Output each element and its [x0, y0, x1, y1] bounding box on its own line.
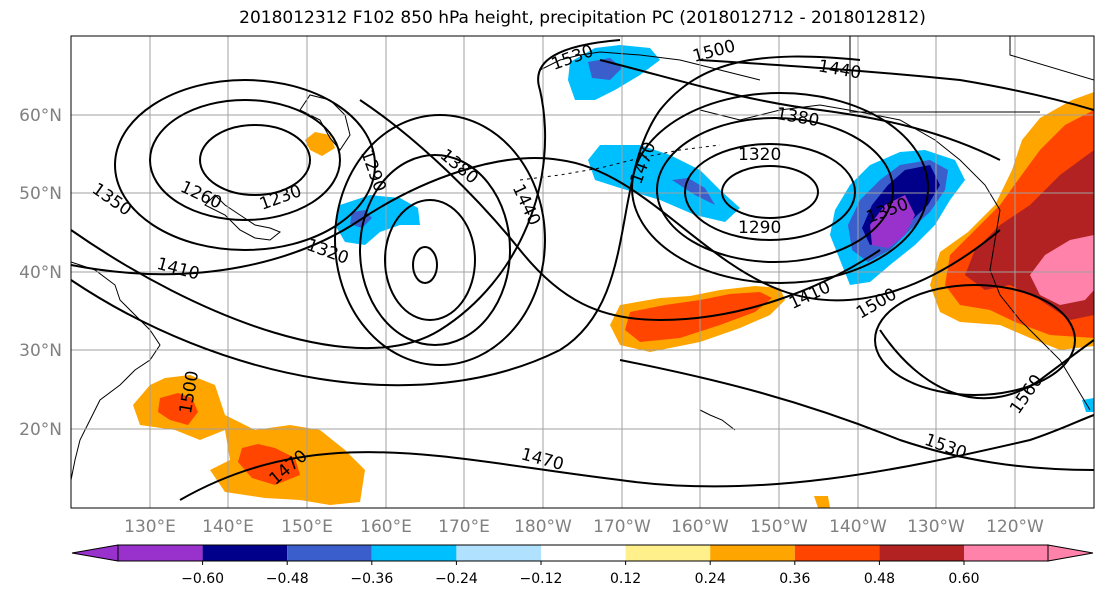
- bering-coast: [539, 51, 761, 81]
- colorbar-tick-label: 0.36: [779, 571, 810, 587]
- contour-high-west-us: [874, 284, 1076, 396]
- contour-trough-2: [384, 199, 476, 321]
- colorbar-tick-label: −0.12: [520, 571, 563, 587]
- colorbar-segment: [541, 545, 626, 561]
- contour-label: 1320: [738, 145, 781, 165]
- colorbar-segment: [964, 545, 1048, 561]
- lon-label: 150°E: [281, 517, 333, 537]
- region-boxes: [849, 36, 1094, 113]
- colorbar-tick-label: 0.48: [864, 571, 895, 587]
- lon-label: 130°W: [907, 517, 965, 537]
- contour-1530: [71, 39, 621, 350]
- colorbar-segment: [118, 545, 203, 561]
- aleutian-chain: [519, 144, 721, 181]
- contour-1440-north: [699, 59, 1094, 111]
- lat-label: 60°N: [19, 106, 62, 126]
- map-panel: 1530 1500 1440 1380 1320 1470 1290 1350 …: [71, 36, 1094, 508]
- lon-label: 140°W: [829, 517, 887, 537]
- contour-label: 1290: [738, 218, 781, 238]
- graticule: [71, 36, 1094, 508]
- colorbar-extend-high: [1047, 544, 1094, 562]
- contour-1470: [179, 414, 1094, 501]
- lon-label: 170°W: [593, 517, 651, 537]
- japan-coastline: [204, 194, 281, 241]
- contour-trough-3: [359, 154, 511, 346]
- colorbar-segment: [371, 545, 457, 561]
- contour-low-gulf-alaska-inner: [721, 165, 819, 219]
- precip-positive-east-small: [814, 496, 830, 508]
- colorbar-tick-label: 0.24: [695, 571, 726, 587]
- contour-trough-inner: [412, 246, 438, 284]
- lon-label: 140°E: [202, 517, 254, 537]
- lat-label: 40°N: [19, 263, 62, 283]
- lon-label: 180°W: [514, 517, 572, 537]
- contour-trough-4: [334, 114, 546, 366]
- colorbar-segment: [456, 545, 541, 561]
- contour-1560: [879, 329, 1094, 400]
- colorbar-segment: [202, 545, 288, 561]
- contour-low-gulf-alaska-3: [656, 117, 894, 263]
- colorbar: −0.60 −0.48 −0.36 −0.24 −0.12 0.12 0.24 …: [71, 544, 1094, 587]
- contour-low-japan-inner: [199, 124, 311, 196]
- west-us-coastline: [989, 209, 1091, 411]
- height-contours: [71, 39, 1094, 501]
- colorbar-segment: [710, 545, 795, 561]
- longitude-labels: 130°E 140°E 150°E 160°E 170°E 180°W 170°…: [124, 517, 1044, 537]
- colorbar-segment: [794, 545, 880, 561]
- lon-label: 170°E: [438, 517, 490, 537]
- colorbar-ticks: [202, 561, 965, 565]
- contour-low-japan-2: [149, 99, 341, 221]
- contour-low-japan-3: [114, 79, 376, 251]
- hawaii-islands: [699, 409, 736, 431]
- lat-label: 30°N: [19, 341, 62, 361]
- contour-1530-south: [619, 359, 1094, 471]
- colorbar-tick-label: −0.36: [350, 571, 393, 587]
- colorbar-tick-label: −0.48: [266, 571, 309, 587]
- contour-low-gulf-alaska-2: [684, 143, 856, 241]
- lon-label: 120°W: [986, 517, 1044, 537]
- lat-label: 20°N: [19, 420, 62, 440]
- colorbar-tick-label: 0.12: [610, 571, 641, 587]
- latitude-labels: 60°N 50°N 40°N 30°N 20°N: [19, 106, 62, 440]
- colorbar-segment: [287, 545, 372, 561]
- contour-1410: [71, 157, 1001, 302]
- lon-label: 130°E: [124, 517, 176, 537]
- lon-label: 150°W: [750, 517, 808, 537]
- precip-negative-gulf-alaska-max: [870, 195, 915, 248]
- precip-negative-aleutians: [588, 145, 740, 222]
- colorbar-tick-label: −0.60: [181, 571, 224, 587]
- colorbar-extend-low: [71, 544, 119, 562]
- precip-positive-japan-small: [305, 132, 335, 156]
- colorbar-tick-label: 0.60: [948, 571, 979, 587]
- lon-label: 160°W: [671, 517, 729, 537]
- colorbar-segment: [625, 545, 711, 561]
- contour-low-gulf-alaska-4: [631, 92, 929, 284]
- precip-positive-western-subtropics-core: [158, 393, 198, 425]
- contour-1500: [71, 55, 861, 387]
- map-title: 2018012312 F102 850 hPa height, precipit…: [239, 8, 926, 28]
- precip-positive-west-coast-max: [1030, 235, 1094, 305]
- colorbar-tick-label: −0.24: [435, 571, 478, 587]
- precip-negative-aleutians-mid: [672, 178, 715, 205]
- contour-1440: [359, 99, 881, 322]
- precip-negative-nw-pacific: [335, 195, 420, 245]
- map-frame: [70, 35, 1095, 509]
- lon-label: 160°E: [360, 517, 412, 537]
- contour-1380: [599, 59, 1001, 161]
- colorbar-segment: [879, 545, 964, 561]
- lat-label: 50°N: [19, 184, 62, 204]
